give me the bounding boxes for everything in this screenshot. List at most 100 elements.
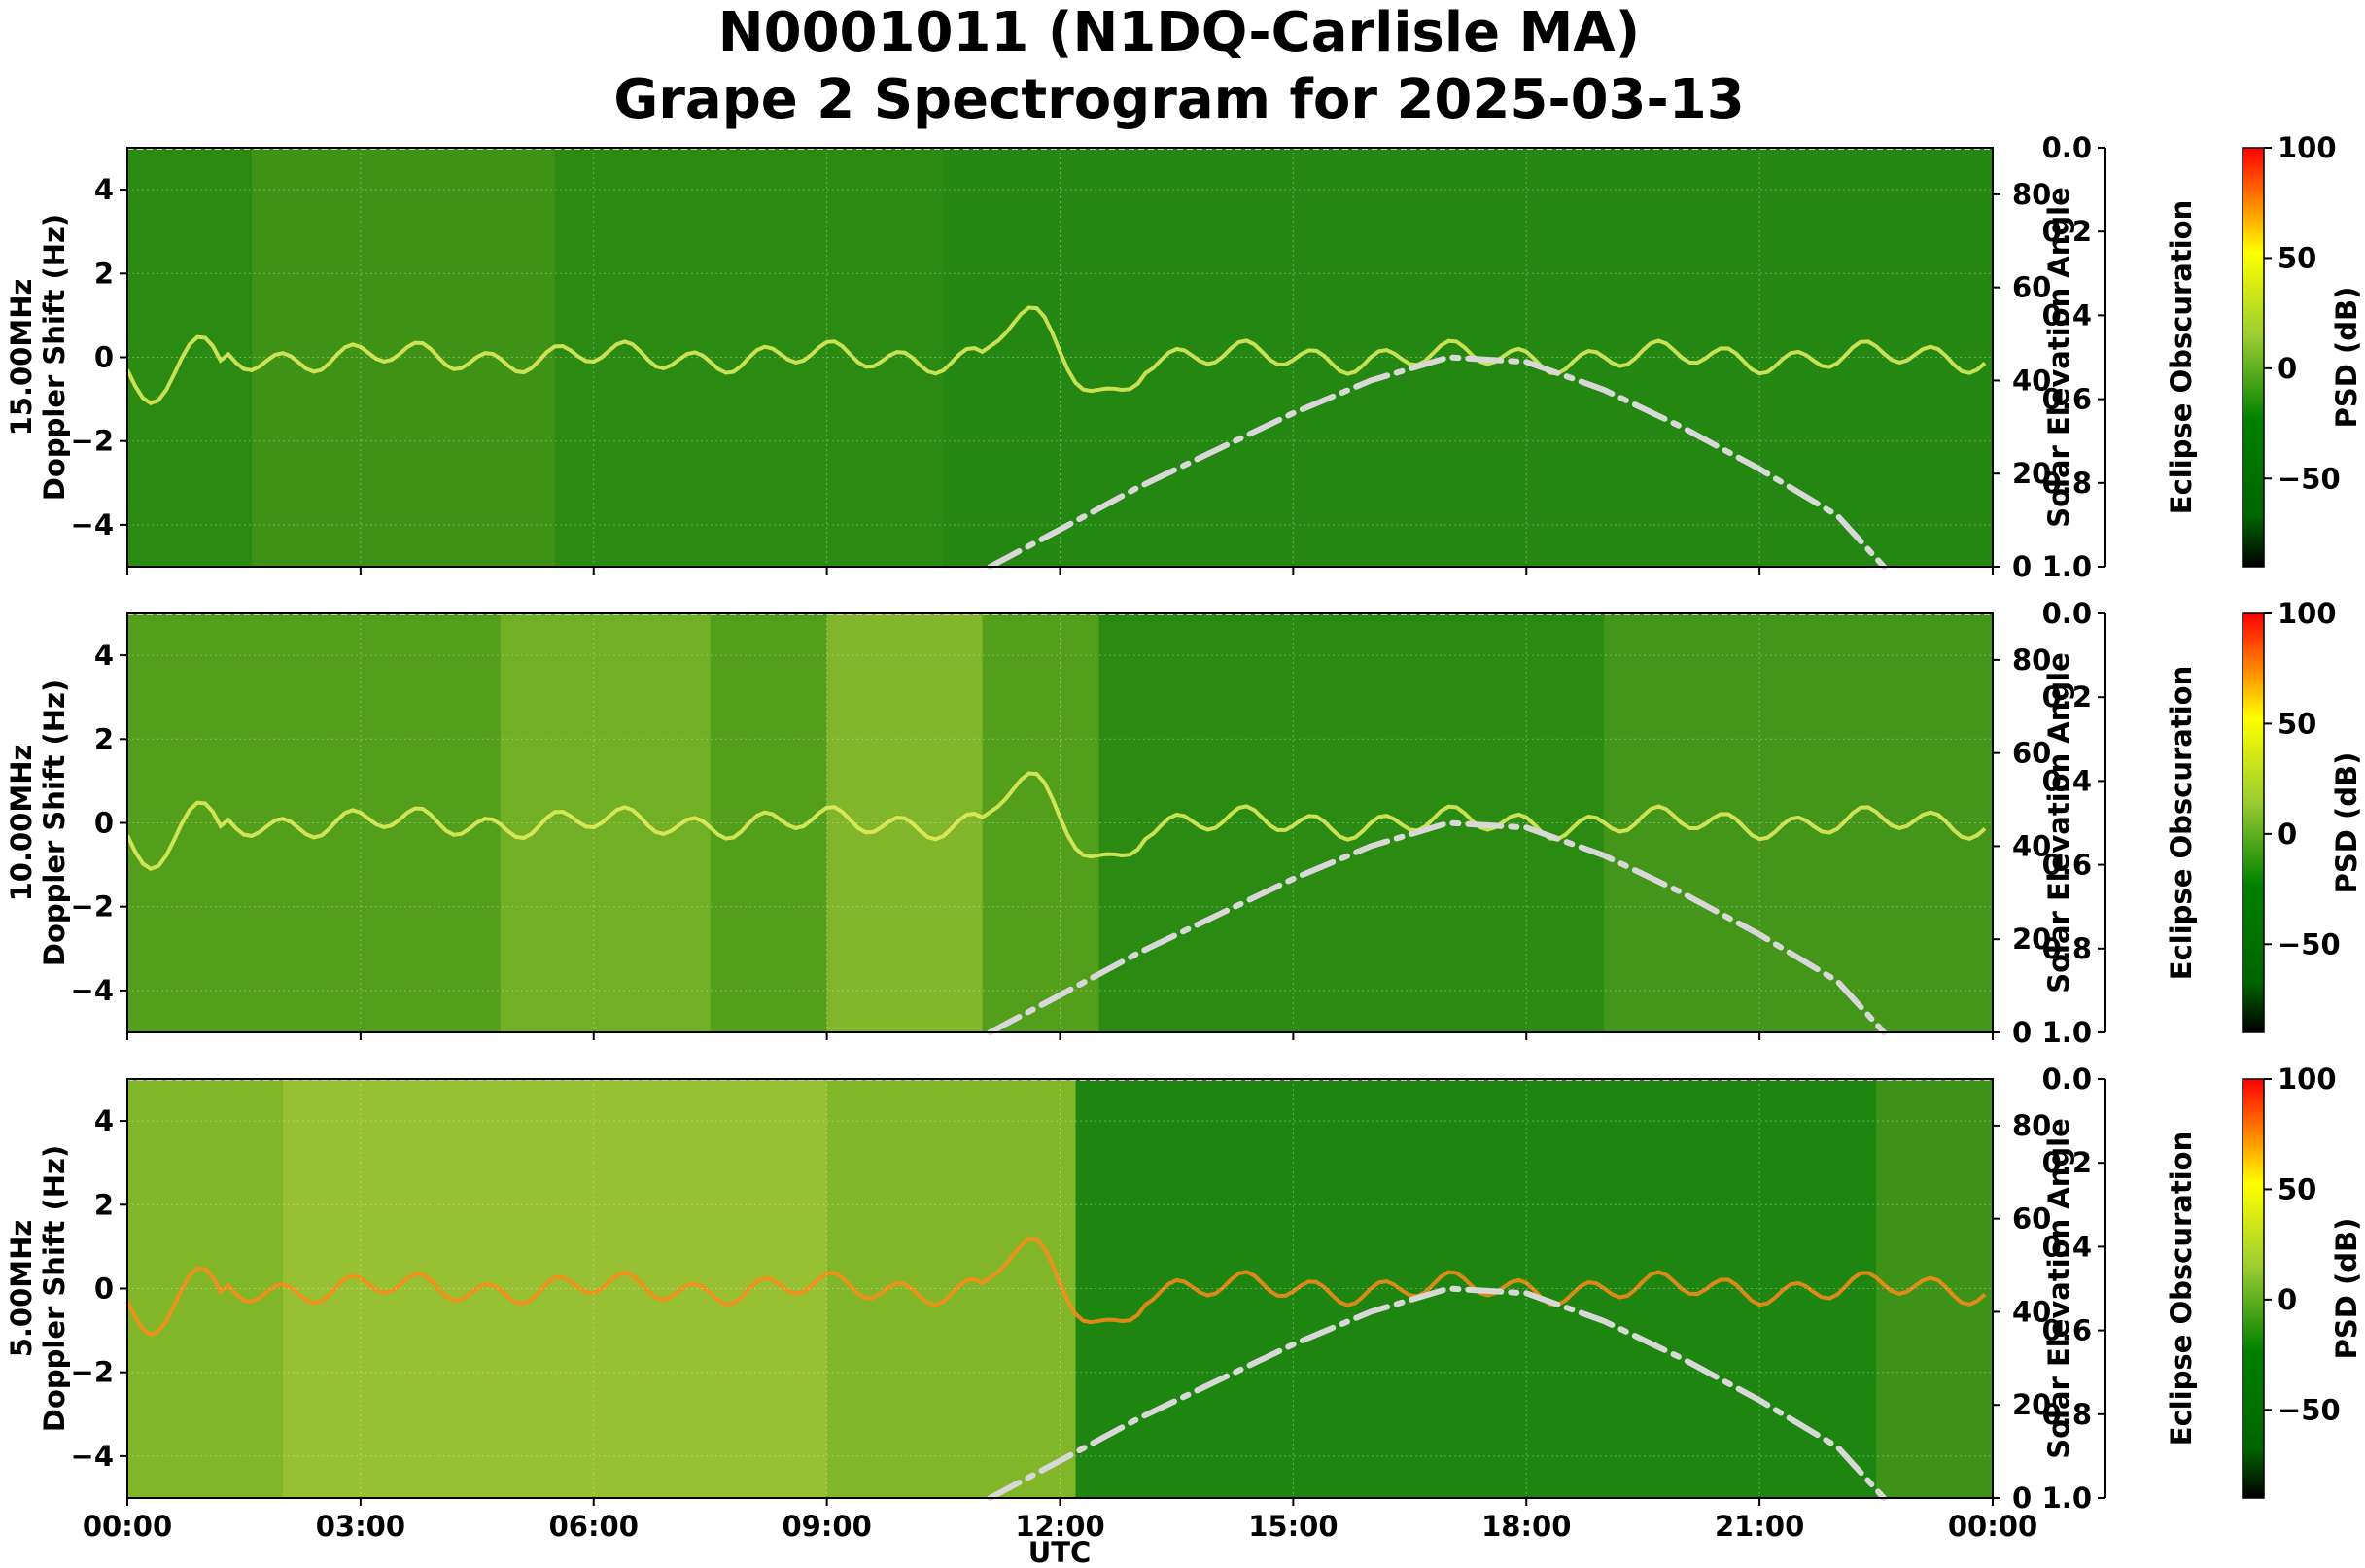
y-tick-label: 4	[94, 1104, 114, 1137]
right-tick-label: 0	[2012, 1016, 2032, 1049]
x-tick-label: 15:00	[1248, 1510, 1338, 1543]
colorbar-tick-label: 100	[2278, 597, 2337, 630]
doppler-trace	[125, 771, 1987, 872]
colorbar-tick-label: 50	[2278, 241, 2316, 274]
eclipse-tick-label: 0.4	[2042, 298, 2092, 331]
spectrogram-band	[1876, 1079, 1993, 1498]
x-tick-label: 09:00	[782, 1510, 871, 1543]
right-axis-label: Solar Elevation Angle	[2042, 652, 2075, 993]
eclipse-tick-label: 0.6	[2042, 383, 2092, 416]
y-tick-label: 0	[94, 807, 114, 840]
x-tick-label: 00:00	[1948, 1510, 2037, 1543]
x-tick-label: 18:00	[1481, 1510, 1571, 1543]
colorbar	[2242, 612, 2265, 1033]
right-axis-label: Solar Elevation Angle	[2042, 1118, 2075, 1459]
eclipse-tick-label: 0.6	[2042, 849, 2092, 882]
spectrogram-band	[1604, 613, 1993, 1032]
right-tick-label: 0	[2012, 550, 2032, 583]
colorbar-label: PSD (dB)	[2330, 752, 2363, 894]
right-axis-label: Solar Elevation Angle	[2042, 187, 2075, 528]
eclipse-axis-label: Eclipse Obscuration	[2165, 666, 2198, 980]
eclipse-tick-label: 0.4	[2042, 764, 2092, 797]
right-tick-label: 20	[2012, 457, 2051, 490]
x-tick-label: 12:00	[1015, 1510, 1104, 1543]
spectrogram-band	[251, 148, 555, 567]
colorbar-tick-label: −50	[2278, 927, 2341, 960]
eclipse-axis-label: Eclipse Obscuration	[2165, 1132, 2198, 1446]
eclipse-tick-label: 0.6	[2042, 1314, 2092, 1347]
y-tick-label: −2	[71, 890, 114, 923]
x-tick-label: 03:00	[316, 1510, 405, 1543]
y-tick-label: −2	[71, 425, 114, 458]
y-axis-label: Doppler Shift (Hz)	[38, 214, 71, 501]
colorbar-tick-label: 0	[2278, 352, 2297, 385]
colorbar-tick-label: 50	[2278, 1172, 2316, 1205]
y-tick-label: −4	[71, 974, 114, 1007]
x-axis-label: UTC	[1028, 1536, 1092, 1568]
colorbar-label: PSD (dB)	[2330, 287, 2363, 429]
eclipse-tick-label: 0.2	[2042, 680, 2092, 714]
x-tick-label: 21:00	[1715, 1510, 1804, 1543]
doppler-trace	[125, 305, 1987, 406]
right-tick-label: 40	[2012, 1295, 2051, 1328]
panel-frequency-label: 5.00MHz	[5, 1220, 38, 1358]
figure-title-line1: N0001011 (N1DQ-Carlisle MA)	[718, 1, 1640, 64]
eclipse-axis-label: Eclipse Obscuration	[2165, 200, 2198, 514]
eclipse-tick-label: 1.0	[2042, 1481, 2092, 1515]
eclipse-tick-label: 0.8	[2042, 1398, 2092, 1431]
colorbar-tick-label: −50	[2278, 1393, 2341, 1426]
right-tick-label: 60	[2012, 271, 2051, 304]
y-axis-label: Doppler Shift (Hz)	[38, 1145, 71, 1432]
right-tick-label: 20	[2012, 923, 2051, 956]
spectrogram-band	[500, 613, 711, 1032]
y-tick-label: −4	[71, 508, 114, 541]
eclipse-tick-label: 0.0	[2042, 1063, 2092, 1096]
panel-frequency-label: 10.00MHz	[5, 745, 38, 902]
eclipse-tick-label: 1.0	[2042, 1016, 2092, 1049]
x-tick-label: 06:00	[549, 1510, 639, 1543]
y-tick-label: 2	[94, 257, 114, 290]
y-tick-label: 0	[94, 1272, 114, 1306]
right-tick-label: 60	[2012, 737, 2051, 770]
right-tick-label: 80	[2012, 644, 2051, 677]
y-tick-label: 4	[94, 639, 114, 672]
eclipse-tick-label: 0.0	[2042, 597, 2092, 630]
eclipse-tick-label: 0.2	[2042, 215, 2092, 248]
solar-elevation-line	[987, 354, 1888, 570]
figure-title-line2: Grape 2 Spectrogram for 2025-03-13	[613, 68, 1744, 131]
right-tick-label: 60	[2012, 1202, 2051, 1236]
right-tick-label: 0	[2012, 1481, 2032, 1515]
colorbar-tick-label: 0	[2278, 1283, 2297, 1316]
eclipse-tick-label: 0.8	[2042, 467, 2092, 500]
colorbar	[2242, 1078, 2265, 1499]
y-tick-label: 4	[94, 173, 114, 206]
right-tick-label: 80	[2012, 178, 2051, 211]
right-tick-label: 40	[2012, 829, 2051, 862]
y-tick-label: −4	[71, 1440, 114, 1473]
solar-elevation-line	[987, 819, 1888, 1035]
doppler-trace	[125, 1237, 1987, 1338]
right-tick-label: 80	[2012, 1109, 2051, 1142]
y-tick-label: 0	[94, 341, 114, 374]
y-axis-label: Doppler Shift (Hz)	[38, 679, 71, 966]
colorbar	[2242, 147, 2265, 568]
y-tick-label: −2	[71, 1356, 114, 1389]
x-tick-label: 00:00	[83, 1510, 172, 1543]
colorbar-tick-label: −50	[2278, 462, 2341, 495]
eclipse-tick-label: 1.0	[2042, 550, 2092, 583]
colorbar-tick-label: 50	[2278, 707, 2316, 740]
y-tick-label: 2	[94, 722, 114, 755]
colorbar-tick-label: 0	[2278, 818, 2297, 851]
colorbar-label: PSD (dB)	[2330, 1218, 2363, 1360]
eclipse-tick-label: 0.0	[2042, 131, 2092, 164]
colorbar-tick-label: 100	[2278, 131, 2337, 164]
right-tick-label: 40	[2012, 364, 2051, 397]
eclipse-tick-label: 0.2	[2042, 1146, 2092, 1179]
eclipse-tick-label: 0.4	[2042, 1230, 2092, 1263]
right-tick-label: 20	[2012, 1388, 2051, 1421]
panel-frequency-label: 15.00MHz	[5, 279, 38, 436]
solar-elevation-line	[987, 1285, 1888, 1501]
eclipse-tick-label: 0.8	[2042, 932, 2092, 965]
y-tick-label: 2	[94, 1188, 114, 1221]
